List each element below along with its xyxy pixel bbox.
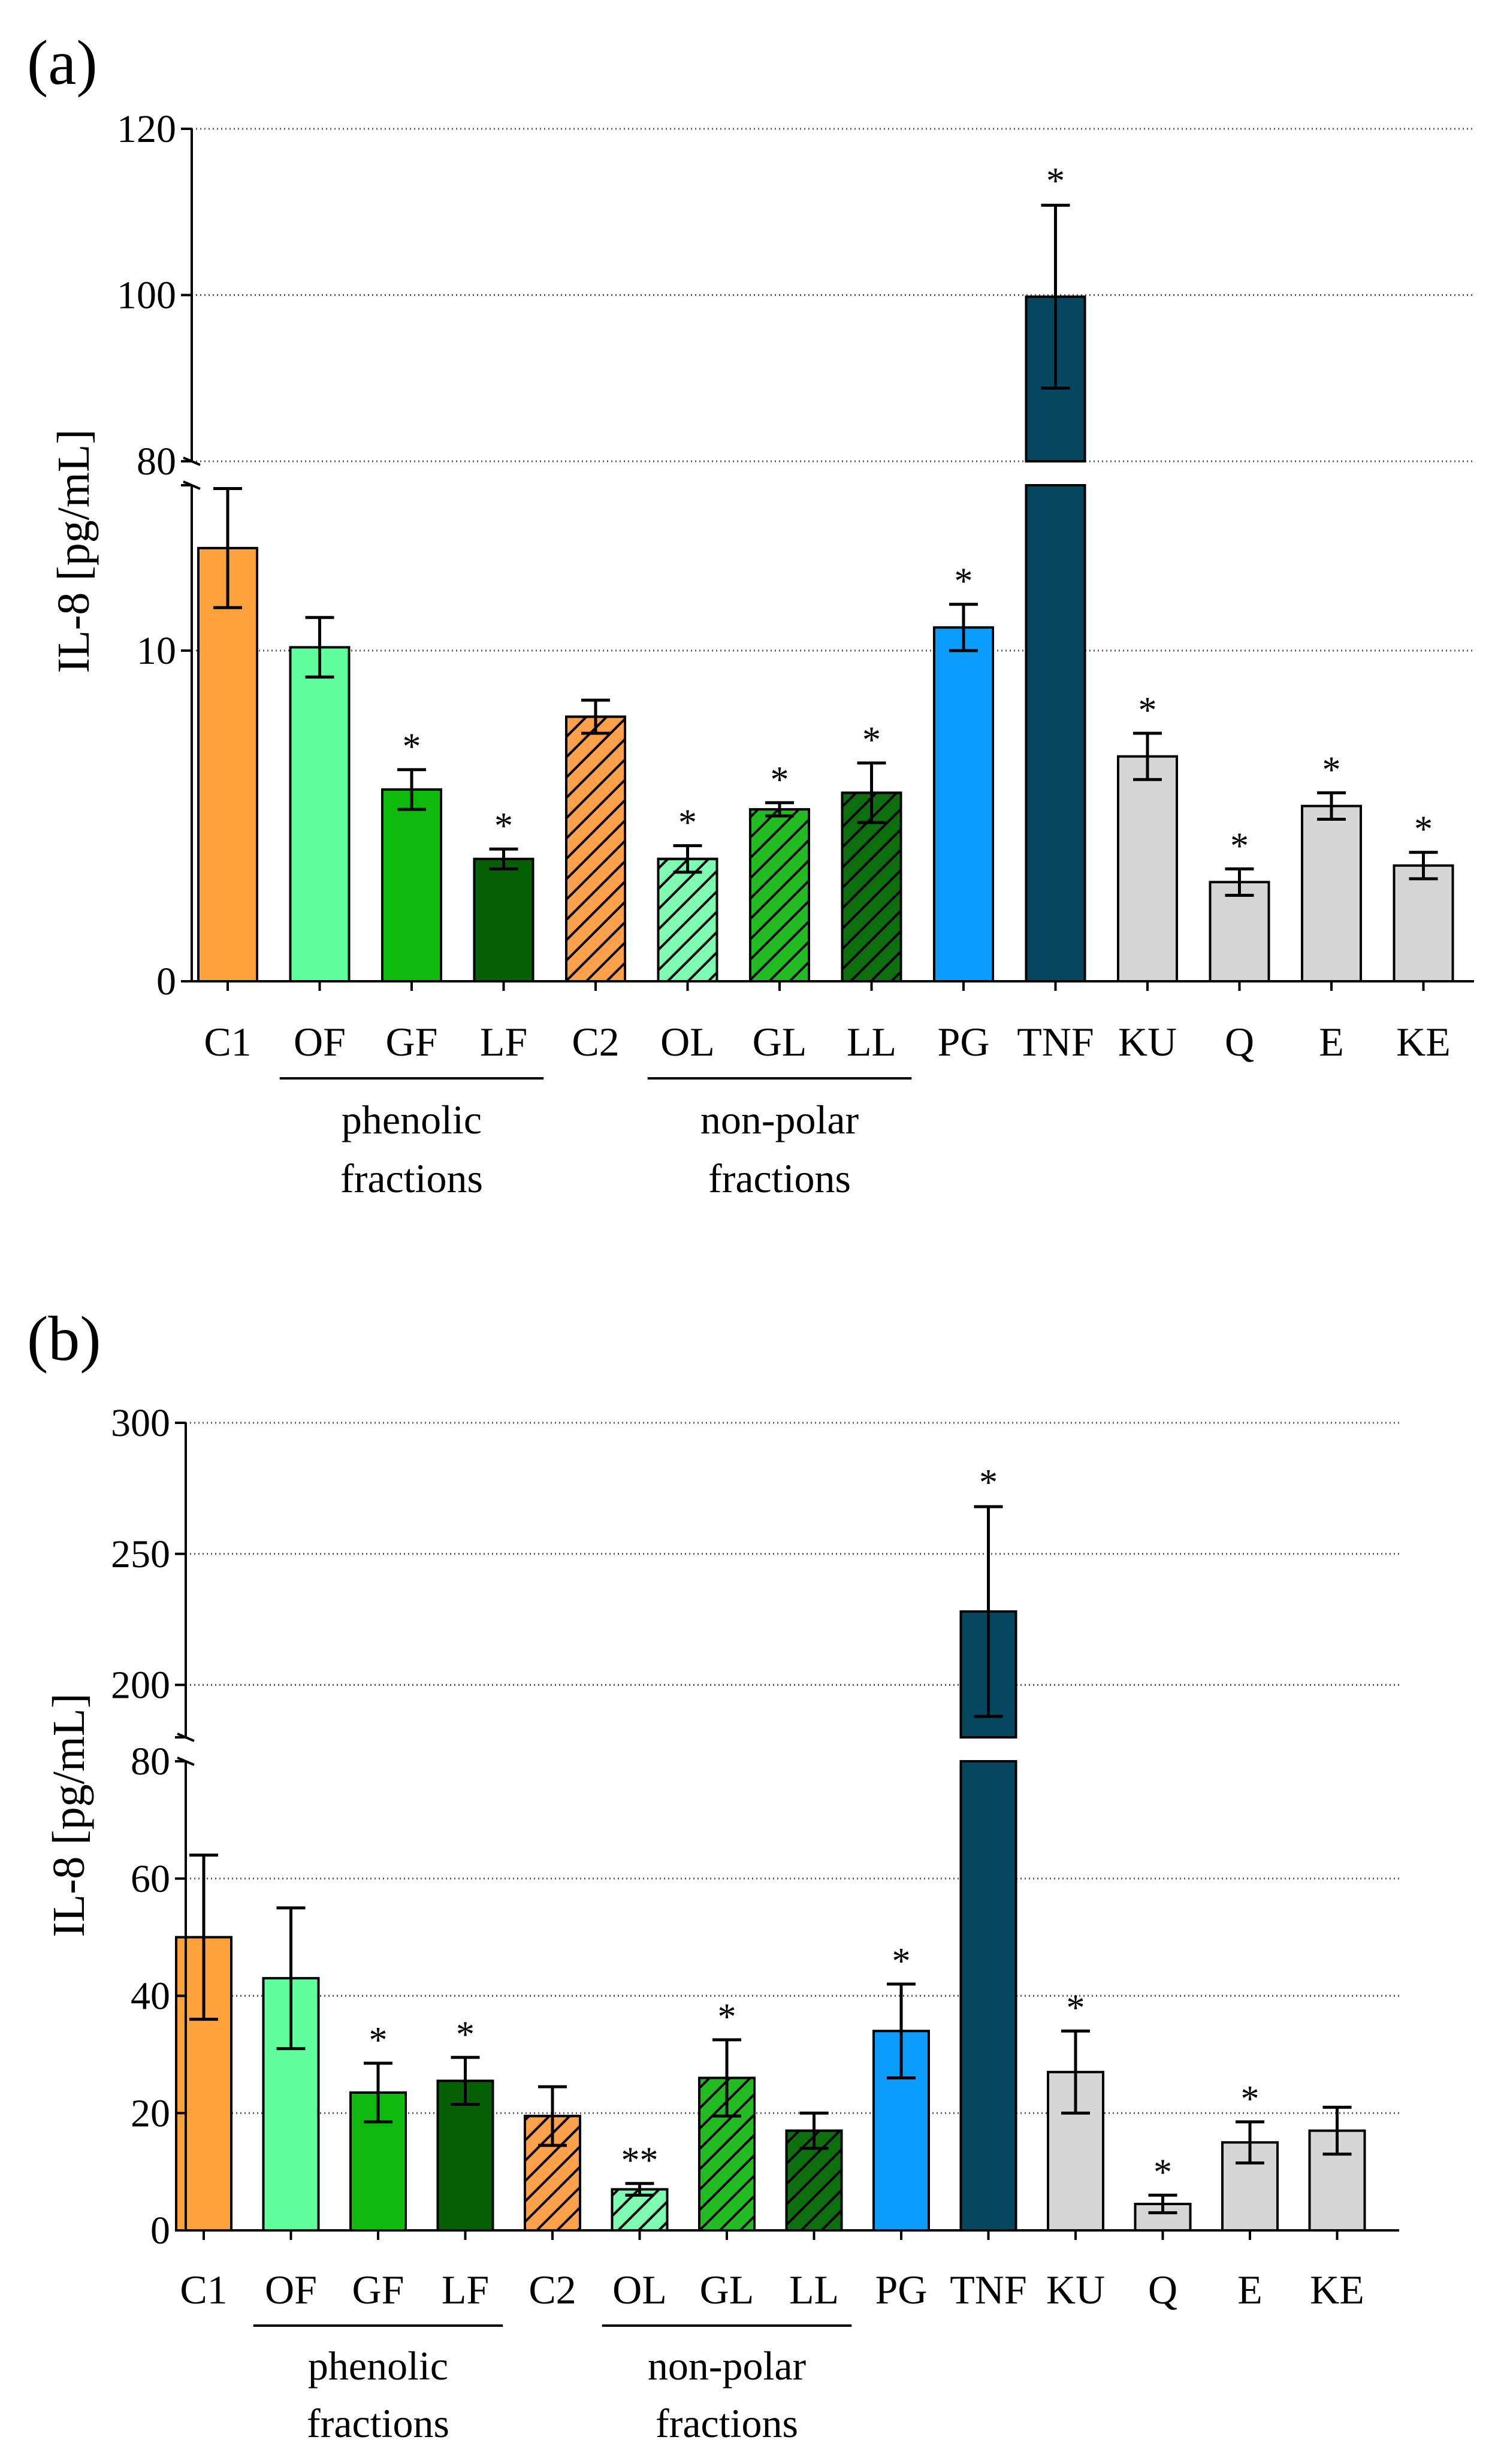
- group-label: fractions: [340, 1156, 483, 1201]
- category-label: Q: [1225, 1019, 1254, 1065]
- category-label: E: [1237, 2267, 1263, 2312]
- y-axis-title: IL-8 [pg/mL]: [49, 429, 99, 673]
- category-label: OL: [612, 2267, 667, 2312]
- significance-marker: *: [718, 1997, 736, 2037]
- bar-ol-hatch: [657, 857, 718, 983]
- category-label: E: [1319, 1019, 1344, 1065]
- category-label: GF: [352, 2267, 404, 2312]
- bar-gl-hatch: [749, 808, 810, 982]
- significance-marker: *: [456, 2014, 475, 2055]
- bar-pg: [933, 626, 994, 982]
- significance-marker: *: [1067, 1988, 1085, 2028]
- bar-c1: [197, 546, 258, 982]
- y-tick-label: 200: [111, 1664, 170, 1707]
- y-tick-label: 100: [117, 274, 176, 318]
- y-tick-label: 0: [150, 2209, 170, 2253]
- category-label: KE: [1396, 1019, 1451, 1065]
- group-label: phenolic: [342, 1097, 482, 1142]
- significance-marker: *: [1414, 809, 1433, 850]
- significance-marker: *: [1153, 2152, 1172, 2193]
- panel-a: (a) C1 OF * GF * LF C2 * OL * GL * LL * PG * TNF * KU * Q * E * K…: [27, 28, 1474, 1201]
- significance-marker: *: [403, 727, 421, 767]
- category-label: PG: [938, 1019, 990, 1065]
- significance-marker: *: [862, 720, 881, 761]
- category-label: KU: [1118, 1019, 1177, 1065]
- y-tick-label: 300: [111, 1401, 170, 1445]
- category-label: C1: [180, 2267, 227, 2312]
- bar-e: [1301, 805, 1362, 982]
- y-tick-label: 120: [117, 107, 176, 151]
- y-tick-label: 80: [137, 440, 176, 483]
- group-label: non-polar: [648, 2343, 807, 2389]
- category-label: LL: [789, 2267, 839, 2312]
- significance-marker: *: [1046, 161, 1065, 202]
- significance-marker: *: [1138, 690, 1157, 731]
- y-tick-label: 10: [137, 629, 176, 673]
- bar-q: [1209, 881, 1270, 983]
- significance-marker: *: [892, 1941, 911, 1982]
- bar-tnf: [959, 1760, 1017, 2232]
- y-tick-label: 0: [156, 960, 176, 1003]
- category-label: C2: [528, 2267, 576, 2312]
- category-label: OF: [294, 1019, 346, 1065]
- category-label: LF: [480, 1019, 527, 1065]
- category-label: GL: [753, 1019, 807, 1065]
- significance-marker: *: [1241, 2079, 1260, 2120]
- category-label: PG: [875, 2267, 928, 2312]
- category-label: GL: [700, 2267, 754, 2312]
- bar-lf: [473, 857, 534, 983]
- bar-tnf: [1025, 484, 1086, 982]
- category-label: C2: [572, 1019, 619, 1065]
- significance-marker: *: [1230, 826, 1249, 866]
- panel-b: (b) C1 OF * GF * LF C2 ** OL * GL LL * PG * TNF * KU * Q * E KE…: [27, 1304, 1399, 2446]
- y-axis-title: IL-8 [pg/mL]: [44, 1693, 94, 1937]
- category-label: OF: [265, 2267, 317, 2312]
- significance-marker: *: [979, 1462, 998, 1503]
- category-label: KU: [1046, 2267, 1105, 2312]
- category-label: GF: [386, 1019, 438, 1065]
- bar-ll-hatch: [841, 791, 902, 982]
- significance-marker: **: [621, 2140, 659, 2181]
- group-label: fractions: [656, 2400, 798, 2446]
- category-label: Q: [1148, 2267, 1177, 2312]
- y-tick-label: 20: [131, 2091, 170, 2135]
- group-label: non-polar: [700, 1097, 859, 1142]
- significance-marker: *: [771, 760, 789, 800]
- category-label: LL: [847, 1019, 896, 1065]
- panel-label: (a): [27, 28, 98, 98]
- y-tick-label: 40: [131, 1975, 170, 2018]
- group-label: fractions: [307, 2400, 449, 2446]
- category-label: TNF: [1017, 1019, 1094, 1065]
- group-label: phenolic: [308, 2343, 448, 2389]
- category-label: LF: [442, 2267, 489, 2312]
- significance-marker: *: [1322, 749, 1341, 790]
- group-label: fractions: [708, 1156, 851, 1201]
- category-label: C1: [204, 1019, 251, 1065]
- y-tick-label: 250: [111, 1532, 170, 1576]
- panel-label: (b): [27, 1304, 101, 1374]
- significance-marker: *: [678, 803, 697, 843]
- bar-gf: [381, 788, 442, 982]
- category-label: OL: [660, 1019, 715, 1065]
- significance-marker: *: [494, 806, 513, 846]
- bar-ke: [1393, 864, 1454, 983]
- bar-ku: [1117, 755, 1178, 982]
- category-label: KE: [1310, 2267, 1364, 2312]
- y-tick-label: 60: [131, 1857, 170, 1901]
- bar-c2-hatch: [565, 715, 626, 983]
- significance-marker: *: [955, 561, 973, 602]
- y-tick-label: 80: [131, 1740, 170, 1783]
- category-label: TNF: [950, 2267, 1026, 2312]
- significance-marker: *: [369, 2020, 388, 2061]
- bar-of: [289, 646, 351, 982]
